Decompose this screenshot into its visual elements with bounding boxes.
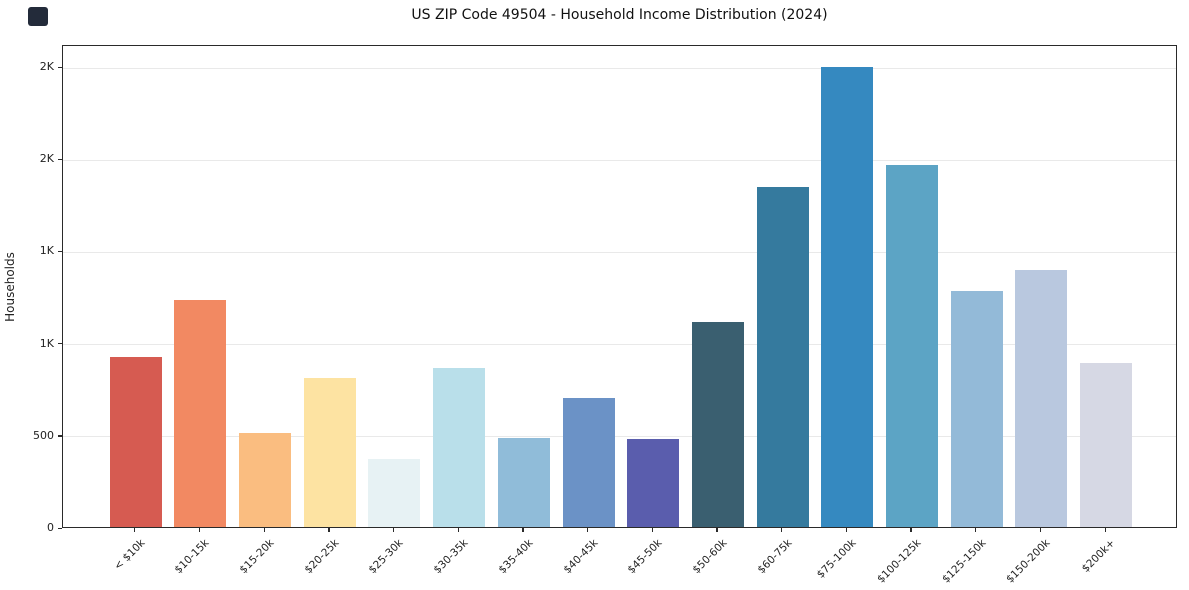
plot-area (62, 45, 1177, 528)
gridline (63, 251, 1176, 253)
y-tick-mark (58, 66, 62, 68)
y-tick-label: 1K (39, 336, 54, 350)
x-tick-mark (392, 528, 395, 532)
x-tick-mark (587, 528, 589, 532)
bar-35-40k (497, 437, 550, 527)
bar-125-150k (950, 291, 1003, 527)
x-tick-label: $50-60k (690, 537, 730, 577)
y-tick-label: 0 (47, 521, 54, 534)
chart-title: US ZIP Code 49504 - Household Income Dis… (411, 7, 828, 23)
bar-200k (1080, 362, 1133, 527)
bar-60-75k (756, 186, 809, 527)
x-tick-label: $45-50k (625, 537, 665, 577)
y-tick-mark (58, 435, 62, 437)
gridline (63, 67, 1176, 69)
y-tick-mark (58, 343, 62, 345)
x-tick-mark (716, 528, 718, 532)
bar-10-15k (174, 300, 227, 527)
x-tick-mark (134, 528, 136, 532)
x-tick-mark (1104, 528, 1106, 532)
bar-15-20k (239, 432, 292, 527)
bar-150-200k (1015, 269, 1068, 527)
y-tick-mark (58, 158, 62, 161)
bar-20-25k (303, 377, 356, 527)
bar-45-50k (627, 438, 680, 527)
x-tick-mark (328, 528, 330, 532)
bar-75-100k (821, 67, 874, 527)
x-tick-mark (263, 528, 265, 532)
x-tick-label: $60-75k (754, 537, 795, 577)
x-tick-mark (457, 528, 459, 532)
x-tick-mark (910, 528, 912, 532)
x-tick-mark (781, 528, 783, 532)
x-tick-label: $75-100k (814, 537, 859, 581)
bar-50-60k (691, 322, 744, 527)
x-tick-mark (651, 528, 654, 532)
y-tick-mark (58, 250, 62, 253)
x-tick-mark (198, 528, 201, 532)
gridline (63, 344, 1176, 346)
x-tick-mark (845, 528, 848, 532)
bar-25-30k (368, 458, 421, 527)
x-tick-label: $15-20k (237, 537, 277, 577)
bar-10k (109, 357, 162, 527)
x-tick-label: $200k+ (1079, 537, 1118, 575)
x-tick-label: $100-125k (874, 537, 924, 586)
bar-40-45k (562, 397, 615, 527)
gridline (63, 159, 1176, 161)
y-tick-label: 1K (39, 244, 54, 258)
x-tick-label: $35-40k (496, 537, 536, 577)
x-tick-mark (1039, 528, 1042, 532)
y-axis-label: Households (3, 252, 17, 322)
y-tick-label: 500 (33, 428, 54, 442)
x-tick-label: $20-25k (302, 537, 342, 577)
x-tick-label: $30-35k (431, 537, 471, 577)
bar-100-125k (885, 164, 938, 527)
x-tick-label: $150-200k (1004, 537, 1053, 586)
x-tick-label: < $10k (111, 537, 148, 573)
y-tick-mark (58, 527, 62, 529)
x-tick-label: $40-45k (560, 537, 601, 577)
bar-30-35k (433, 368, 486, 527)
x-tick-mark (522, 528, 524, 532)
x-tick-mark (975, 528, 977, 532)
corner-logo-icon (28, 7, 48, 26)
x-tick-label: $10-15k (172, 537, 212, 577)
y-tick-label: 2K (39, 152, 54, 166)
gridline (63, 436, 1176, 438)
x-tick-label: $125-150k (939, 537, 989, 586)
x-tick-label: $25-30k (366, 537, 406, 577)
y-tick-label: 2K (39, 60, 54, 74)
